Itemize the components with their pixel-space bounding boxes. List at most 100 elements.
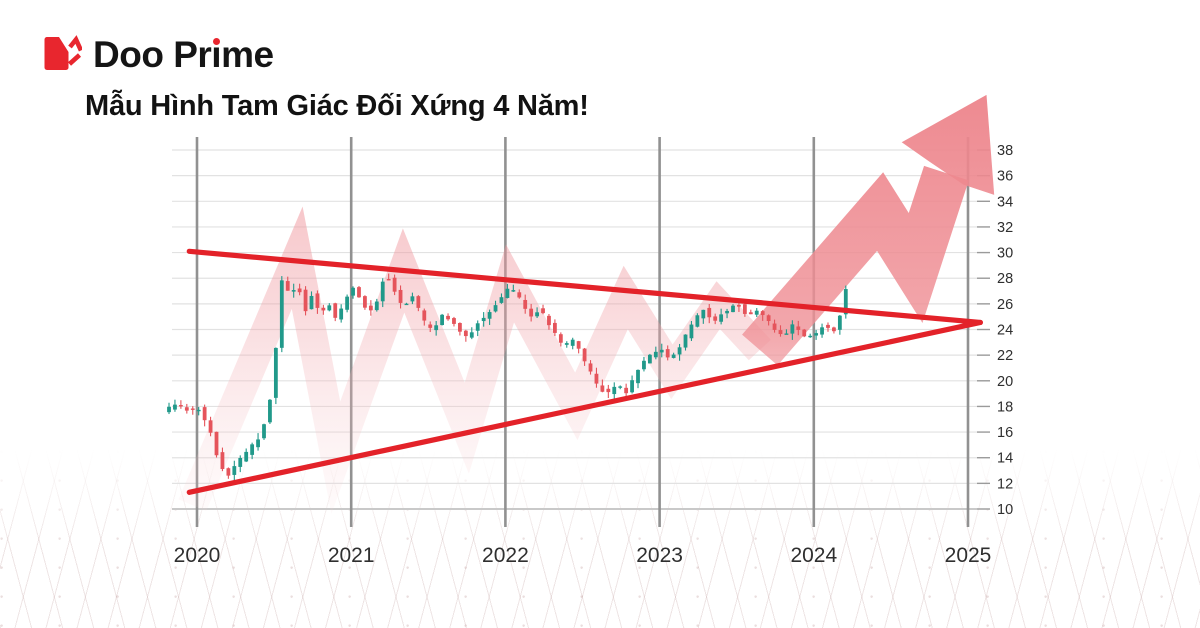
- candle: [167, 406, 171, 413]
- svg-text:38: 38: [997, 143, 1013, 159]
- candle: [760, 311, 765, 316]
- candle: [742, 304, 747, 314]
- svg-text:22: 22: [997, 348, 1013, 364]
- svg-text:20: 20: [997, 374, 1013, 390]
- svg-text:2020: 2020: [174, 544, 221, 567]
- candle: [196, 409, 201, 412]
- svg-text:2025: 2025: [945, 544, 992, 567]
- candle: [345, 296, 350, 310]
- zigzag-wave: [178, 206, 771, 514]
- svg-text:10: 10: [997, 502, 1013, 518]
- candle: [802, 329, 807, 337]
- candle: [719, 314, 724, 322]
- candle: [416, 296, 421, 308]
- candle: [796, 326, 801, 330]
- candle: [748, 312, 753, 315]
- candle: [630, 380, 634, 393]
- candle: [624, 387, 629, 394]
- candle: [256, 439, 260, 448]
- candle: [564, 343, 569, 345]
- candle: [618, 386, 623, 388]
- candle: [843, 289, 848, 315]
- svg-text:12: 12: [997, 476, 1013, 492]
- candle: [606, 388, 611, 393]
- candle: [499, 297, 504, 303]
- trendline-lower: [186, 319, 983, 495]
- y-tick-labels: 38 36 34 32 30 28 26 24 22 20 18 16 14 12 10: [997, 143, 1013, 518]
- brand-name: Doo Prı me: [93, 34, 274, 75]
- candle: [671, 354, 676, 358]
- candles: [167, 273, 848, 482]
- candle: [374, 301, 379, 311]
- candle: [725, 310, 729, 314]
- candle: [653, 351, 658, 358]
- candle: [820, 327, 824, 335]
- candle: [737, 304, 741, 307]
- candle: [481, 317, 486, 322]
- candle: [582, 348, 587, 362]
- candle: [642, 360, 646, 370]
- svg-text:2021: 2021: [328, 544, 375, 567]
- candle: [493, 305, 498, 312]
- candle: [262, 424, 266, 439]
- svg-text:2022: 2022: [482, 544, 529, 567]
- candle: [303, 289, 308, 312]
- candle: [707, 307, 712, 318]
- y-tick-marks: [977, 149, 990, 510]
- candle: [689, 324, 694, 339]
- candle: [333, 303, 338, 318]
- candle: [647, 354, 652, 364]
- candle: [184, 407, 189, 411]
- candle: [363, 296, 367, 308]
- candle: [208, 420, 213, 433]
- svg-text:24: 24: [997, 323, 1013, 339]
- breakout-arrow-head: [901, 94, 995, 195]
- x-tick-labels: 2020 2021 2022 2023 2024 2025: [174, 544, 992, 567]
- svg-text:30: 30: [997, 246, 1013, 262]
- candle: [434, 325, 439, 331]
- candle: [826, 324, 830, 328]
- candle: [368, 305, 373, 311]
- brand-i-dot: [212, 38, 220, 45]
- candle: [588, 363, 593, 372]
- candle: [273, 347, 278, 398]
- candle: [505, 288, 510, 298]
- doo-prime-logo-icon: [44, 34, 82, 70]
- candle: [315, 293, 320, 308]
- breakout-arrow: [742, 94, 995, 366]
- candle: [754, 310, 759, 315]
- candle: [701, 309, 706, 319]
- candle: [541, 308, 545, 314]
- candle: [552, 322, 557, 333]
- candle: [814, 333, 819, 336]
- candle: [309, 295, 314, 310]
- candle: [594, 373, 599, 384]
- candle: [452, 318, 456, 324]
- svg-text:26: 26: [997, 297, 1013, 313]
- candle: [463, 330, 468, 337]
- candle: [380, 281, 385, 302]
- candle: [529, 308, 534, 317]
- candle: [446, 315, 450, 320]
- candle: [398, 289, 403, 303]
- candle: [535, 312, 539, 317]
- candle: [808, 335, 813, 338]
- candle: [511, 290, 516, 292]
- svg-text:16: 16: [997, 425, 1013, 441]
- candle: [357, 287, 361, 298]
- candle: [220, 452, 225, 469]
- candle: [226, 468, 231, 476]
- candle: [600, 385, 605, 392]
- svg-text:2024: 2024: [790, 544, 837, 567]
- svg-text:28: 28: [997, 271, 1013, 287]
- candle: [392, 277, 397, 292]
- candle: [683, 334, 688, 348]
- candle: [244, 451, 249, 462]
- candle: [232, 466, 237, 475]
- candle: [570, 339, 575, 346]
- svg-text:34: 34: [997, 194, 1013, 210]
- candle: [238, 457, 243, 467]
- candle: [713, 316, 718, 321]
- candle: [636, 369, 640, 384]
